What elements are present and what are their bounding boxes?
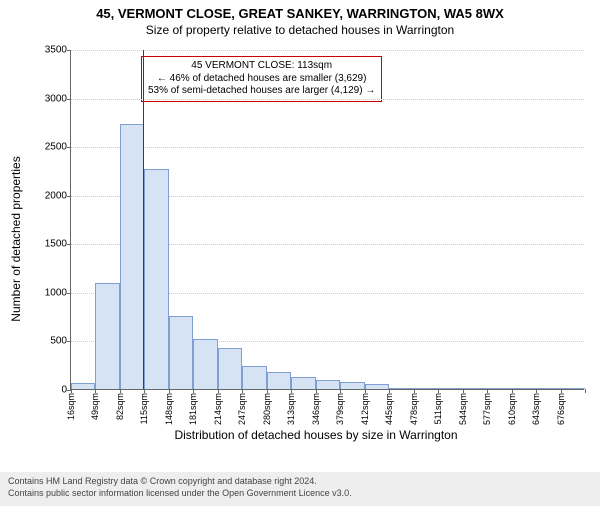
histogram-chart: Number of detached properties 45 VERMONT… [48, 50, 584, 428]
y-tick-label: 3500 [45, 45, 67, 56]
marker-line [143, 50, 144, 389]
footer-line: Contains HM Land Registry data © Crown c… [8, 476, 592, 488]
y-tick-mark [67, 293, 71, 294]
x-tick-mark [585, 389, 586, 393]
histogram-bar [561, 388, 585, 389]
x-tick-label: 676sqm [556, 393, 566, 425]
x-tick-label: 82sqm [115, 393, 125, 420]
histogram-bar [340, 382, 364, 389]
annotation-box: 45 VERMONT CLOSE: 113sqm ← 46% of detach… [141, 56, 382, 102]
histogram-bar [193, 339, 217, 390]
x-tick-label: 280sqm [262, 393, 272, 425]
y-tick-mark [67, 99, 71, 100]
y-tick-label: 3000 [45, 93, 67, 104]
x-tick-label: 181sqm [188, 393, 198, 425]
histogram-bar [316, 380, 340, 389]
y-tick-label: 2500 [45, 142, 67, 153]
histogram-bar [365, 384, 389, 389]
y-tick-mark [67, 147, 71, 148]
x-tick-label: 610sqm [507, 393, 517, 425]
annotation-line: 53% of semi-detached houses are larger (… [148, 85, 375, 98]
x-tick-label: 148sqm [164, 393, 174, 425]
x-tick-label: 214sqm [213, 393, 223, 425]
annotation-line: ← 46% of detached houses are smaller (3,… [148, 73, 375, 86]
y-tick-label: 500 [50, 336, 67, 347]
page-title: 45, VERMONT CLOSE, GREAT SANKEY, WARRING… [0, 6, 600, 21]
x-tick-label: 445sqm [384, 393, 394, 425]
y-tick-mark [67, 196, 71, 197]
x-tick-label: 544sqm [458, 393, 468, 425]
x-tick-label: 577sqm [482, 393, 492, 425]
histogram-bar [71, 383, 95, 389]
footer: Contains HM Land Registry data © Crown c… [0, 472, 600, 506]
histogram-bar [487, 388, 511, 389]
histogram-bar [120, 124, 144, 389]
y-tick-label: 2000 [45, 190, 67, 201]
histogram-bar [242, 366, 266, 389]
x-tick-label: 478sqm [409, 393, 419, 425]
histogram-bar [463, 388, 487, 389]
histogram-bar [218, 348, 242, 389]
x-axis-label: Distribution of detached houses by size … [48, 428, 584, 442]
histogram-bar [389, 388, 413, 389]
histogram-bar [414, 388, 438, 389]
histogram-bar [169, 316, 193, 389]
y-tick-mark [67, 50, 71, 51]
footer-line: Contains public sector information licen… [8, 488, 592, 500]
y-tick-label: 1000 [45, 287, 67, 298]
x-tick-label: 313sqm [286, 393, 296, 425]
y-tick-mark [67, 341, 71, 342]
x-tick-label: 511sqm [433, 393, 443, 424]
x-tick-label: 247sqm [237, 393, 247, 425]
grid-line [71, 147, 584, 148]
x-tick-label: 412sqm [360, 393, 370, 425]
x-tick-label: 379sqm [335, 393, 345, 425]
histogram-bar [291, 377, 315, 389]
y-tick-mark [67, 244, 71, 245]
histogram-bar [95, 283, 119, 389]
y-axis-label: Number of detached properties [9, 156, 23, 321]
page-subtitle: Size of property relative to detached ho… [0, 23, 600, 37]
plot-area: 45 VERMONT CLOSE: 113sqm ← 46% of detach… [70, 50, 584, 390]
histogram-bar [438, 388, 462, 389]
x-tick-label: 346sqm [311, 393, 321, 425]
grid-line [71, 50, 584, 51]
x-tick-label: 115sqm [139, 393, 149, 424]
grid-line [71, 99, 584, 100]
x-tick-label: 16sqm [66, 393, 76, 420]
histogram-bar [536, 388, 560, 389]
histogram-bar [512, 388, 536, 389]
x-tick-label: 49sqm [90, 393, 100, 420]
histogram-bar [267, 372, 291, 389]
y-tick-label: 1500 [45, 239, 67, 250]
annotation-line: 45 VERMONT CLOSE: 113sqm [148, 60, 375, 73]
histogram-bar [144, 169, 168, 389]
x-tick-label: 643sqm [531, 393, 541, 425]
